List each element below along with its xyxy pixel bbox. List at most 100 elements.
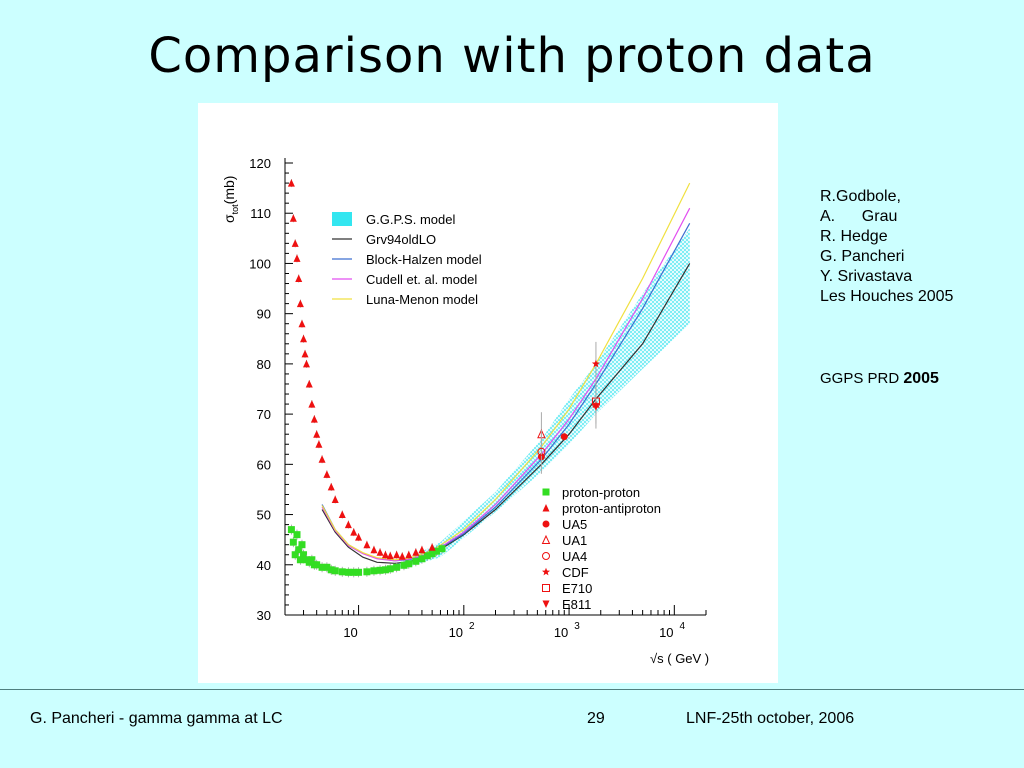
pp-point <box>400 561 408 569</box>
pbarp-point <box>313 430 321 438</box>
legend-label: UA5 <box>562 517 587 532</box>
legend-marker <box>541 534 551 544</box>
pp-point <box>428 550 436 558</box>
pp-point <box>313 561 321 569</box>
pbarp-point <box>323 470 331 478</box>
pbarp-point <box>295 274 303 283</box>
pbarp-point <box>381 550 389 559</box>
collider-point <box>592 403 600 411</box>
x-tick-label: 10 <box>343 625 357 640</box>
pp-point <box>393 563 401 571</box>
legend-swatch <box>332 212 352 226</box>
legend-marker <box>542 567 550 576</box>
legend-label: proton-proton <box>562 485 640 500</box>
y-tick-label: 60 <box>257 457 271 472</box>
pbarp-point <box>393 550 401 559</box>
x-tick-label: 10 <box>449 625 463 640</box>
pp-point <box>289 538 297 546</box>
pp-point <box>350 568 358 576</box>
y-tick-label: 70 <box>257 407 271 422</box>
pbarp-point <box>296 299 304 308</box>
data-points <box>287 179 600 578</box>
pp-point <box>338 568 346 576</box>
pp-point <box>300 551 308 559</box>
author-line: A. Grau <box>820 208 898 225</box>
pp-point <box>405 560 413 568</box>
legend-marker <box>542 584 550 592</box>
pbarp-point <box>398 552 406 560</box>
author-list: R.Godbole, A. Grau R. Hedge G. Pancheri … <box>820 187 953 307</box>
legend-label: Block-Halzen model <box>366 252 482 267</box>
pp-point <box>293 531 301 539</box>
x-tick-label: 10 <box>554 625 568 640</box>
pbarp-point <box>287 179 295 187</box>
legend-label: E811 <box>562 597 591 612</box>
pp-point <box>438 545 446 553</box>
pp-point <box>344 568 352 576</box>
pbarp-point <box>344 520 352 529</box>
x-axis-label: √s ( GeV ) <box>650 651 709 666</box>
legend-marker <box>542 600 550 608</box>
pp-point <box>355 568 363 576</box>
legend-marker <box>542 552 550 560</box>
pp-point <box>287 526 295 534</box>
pp-point <box>291 551 299 559</box>
pbarp-point <box>370 545 378 554</box>
pbarp-point <box>363 540 371 549</box>
pp-point <box>386 565 394 573</box>
cross-section-chart: 30 40 50 60 70 80 90 100 110 120 10 10 2 10 3 10 4 G.G.P… <box>221 156 709 666</box>
y-tick-label: 100 <box>249 256 271 271</box>
y-tick-label: 90 <box>257 307 271 322</box>
pbarp-point <box>405 550 413 559</box>
pbarp-point <box>418 545 426 554</box>
legend-marker <box>542 504 550 512</box>
pbarp-point <box>298 319 306 328</box>
legend-label: proton-antiproton <box>562 501 661 516</box>
pbarp-point <box>412 548 420 556</box>
pbarp-point <box>350 528 358 536</box>
author-line: Y. Srivastava <box>820 268 913 285</box>
pbarp-point <box>289 214 297 222</box>
pp-point <box>423 552 431 560</box>
y-tick-label: 120 <box>249 156 271 171</box>
pbarp-point <box>308 400 316 408</box>
pp-point <box>412 557 420 565</box>
pbarp-point <box>318 455 326 463</box>
pbarp-point <box>305 379 313 388</box>
reference: GGPS PRD 2005 <box>820 370 939 388</box>
author-line: R.Godbole, <box>820 188 901 205</box>
y-axis-label: σtot(mb) <box>221 176 240 223</box>
collider-point <box>591 359 600 368</box>
reference-text: GGPS PRD <box>820 370 900 387</box>
y-tick-label: 110 <box>250 206 271 221</box>
pp-point <box>432 547 440 555</box>
collider-point <box>537 447 546 456</box>
author-line: Les Houches 2005 <box>820 288 954 305</box>
pbarp-point <box>338 510 346 519</box>
author-line: R. Hedge <box>820 228 888 245</box>
axes: 30 40 50 60 70 80 90 100 110 120 10 10 2 10 3 10 4 <box>249 156 707 640</box>
footer-divider <box>0 689 1024 690</box>
pbarp-point <box>327 482 335 491</box>
footer-right: LNF-25th october, 2006 <box>686 710 855 727</box>
pbarp-point <box>301 349 309 358</box>
pp-point <box>331 567 339 575</box>
pp-point <box>295 546 303 554</box>
reference-year: 2005 <box>903 370 939 387</box>
pbarp-point <box>315 440 323 448</box>
author-line: G. Pancheri <box>820 248 905 265</box>
pbarp-point <box>302 359 310 368</box>
x-tick-exponent: 3 <box>574 621 580 632</box>
pp-point <box>418 555 426 563</box>
legend-label: UA1 <box>562 533 587 548</box>
pbarp-point <box>428 543 436 551</box>
legend-label: CDF <box>562 565 589 580</box>
pp-point <box>298 541 306 549</box>
legend-label: Grv94oldLO <box>366 232 436 247</box>
y-tick-label: 80 <box>257 357 271 372</box>
legend-label: E710 <box>562 581 592 596</box>
legend-label: Cudell et. al. model <box>366 272 477 287</box>
pbarp-point <box>291 239 299 247</box>
pbarp-point <box>386 551 394 560</box>
legend-label: G.G.P.S. model <box>366 212 455 227</box>
